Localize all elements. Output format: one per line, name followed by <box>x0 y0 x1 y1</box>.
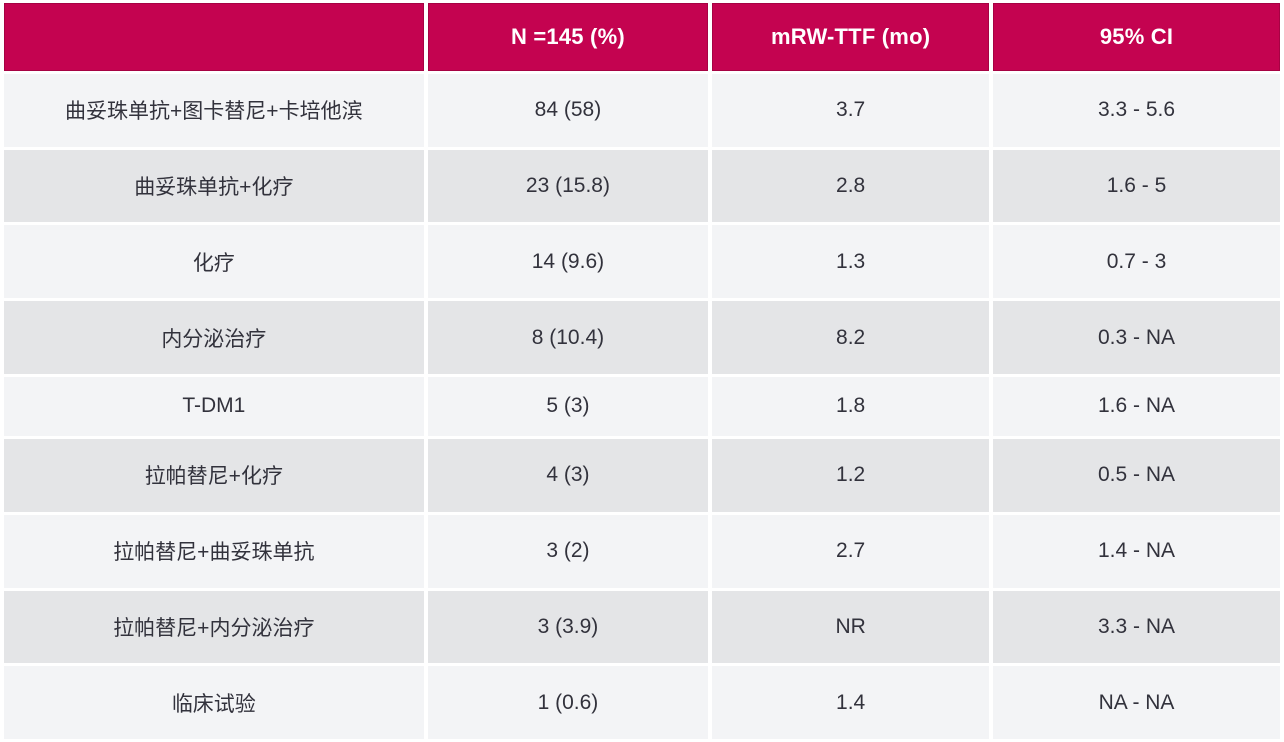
table-row: 拉帕替尼+曲妥珠单抗 3 (2) 2.7 1.4 - NA <box>4 514 1280 588</box>
table-row: 内分泌治疗 8 (10.4) 8.2 0.3 - NA <box>4 301 1280 374</box>
n-cell: 8 (10.4) <box>427 301 709 374</box>
table-row: 拉帕替尼+内分泌治疗 3 (3.9) NR 3.3 - NA <box>4 590 1280 664</box>
ci-cell: 0.5 - NA <box>993 439 1280 512</box>
treatment-cell: 临床试验 <box>4 666 424 739</box>
header-cell-mrw-ttf: mRW-TTF (mo) <box>712 3 990 71</box>
n-cell: 14 (9.6) <box>427 225 709 299</box>
treatment-cell: 拉帕替尼+曲妥珠单抗 <box>4 514 424 588</box>
ci-cell: 1.6 - NA <box>993 376 1280 437</box>
ci-cell: NA - NA <box>993 666 1280 739</box>
header-row: N =145 (%) mRW-TTF (mo) 95% CI <box>4 3 1280 71</box>
header-cell-treatment <box>4 3 424 71</box>
table-row: 曲妥珠单抗+图卡替尼+卡培他滨 84 (58) 3.7 3.3 - 5.6 <box>4 74 1280 147</box>
mrw-ttf-cell: 1.8 <box>712 376 990 437</box>
treatment-cell: 化疗 <box>4 225 424 299</box>
n-cell: 3 (3.9) <box>427 590 709 664</box>
mrw-ttf-cell: NR <box>712 590 990 664</box>
treatment-cell: 曲妥珠单抗+化疗 <box>4 149 424 223</box>
ci-cell: 0.3 - NA <box>993 301 1280 374</box>
mrw-ttf-cell: 2.7 <box>712 514 990 588</box>
n-cell: 23 (15.8) <box>427 149 709 223</box>
header-cell-95ci: 95% CI <box>993 3 1280 71</box>
treatment-cell: T-DM1 <box>4 376 424 437</box>
mrw-ttf-cell: 2.8 <box>712 149 990 223</box>
treatment-cell: 拉帕替尼+内分泌治疗 <box>4 590 424 664</box>
mrw-ttf-cell: 1.3 <box>712 225 990 299</box>
n-cell: 5 (3) <box>427 376 709 437</box>
table-body: 曲妥珠单抗+图卡替尼+卡培他滨 84 (58) 3.7 3.3 - 5.6 曲妥… <box>4 74 1280 739</box>
table-row: 曲妥珠单抗+化疗 23 (15.8) 2.8 1.6 - 5 <box>4 149 1280 223</box>
treatment-cell: 拉帕替尼+化疗 <box>4 439 424 512</box>
mrw-ttf-cell: 1.4 <box>712 666 990 739</box>
treatment-cell: 曲妥珠单抗+图卡替尼+卡培他滨 <box>4 74 424 147</box>
table-row: 拉帕替尼+化疗 4 (3) 1.2 0.5 - NA <box>4 439 1280 512</box>
treatment-cell: 内分泌治疗 <box>4 301 424 374</box>
n-cell: 3 (2) <box>427 514 709 588</box>
n-cell: 1 (0.6) <box>427 666 709 739</box>
table-row: 临床试验 1 (0.6) 1.4 NA - NA <box>4 666 1280 739</box>
table-row: 化疗 14 (9.6) 1.3 0.7 - 3 <box>4 225 1280 299</box>
n-cell: 4 (3) <box>427 439 709 512</box>
ci-cell: 3.3 - NA <box>993 590 1280 664</box>
mrw-ttf-cell: 8.2 <box>712 301 990 374</box>
header-cell-n: N =145 (%) <box>427 3 709 71</box>
table-row: T-DM1 5 (3) 1.8 1.6 - NA <box>4 376 1280 437</box>
ci-cell: 0.7 - 3 <box>993 225 1280 299</box>
mrw-ttf-cell: 1.2 <box>712 439 990 512</box>
n-cell: 84 (58) <box>427 74 709 147</box>
ci-cell: 1.6 - 5 <box>993 149 1280 223</box>
ci-cell: 1.4 - NA <box>993 514 1280 588</box>
mrw-ttf-cell: 3.7 <box>712 74 990 147</box>
ci-cell: 3.3 - 5.6 <box>993 74 1280 147</box>
